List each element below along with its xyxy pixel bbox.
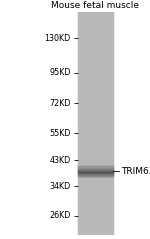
Text: 26KD: 26KD <box>49 211 70 220</box>
Text: 55KD: 55KD <box>49 129 70 138</box>
Text: TRIM63: TRIM63 <box>122 167 150 176</box>
Text: 34KD: 34KD <box>49 182 70 191</box>
Text: Mouse fetal muscle: Mouse fetal muscle <box>51 1 139 10</box>
Text: 72KD: 72KD <box>49 99 70 108</box>
Text: 95KD: 95KD <box>49 68 70 77</box>
Text: 130KD: 130KD <box>44 34 70 43</box>
Text: 43KD: 43KD <box>49 156 70 165</box>
